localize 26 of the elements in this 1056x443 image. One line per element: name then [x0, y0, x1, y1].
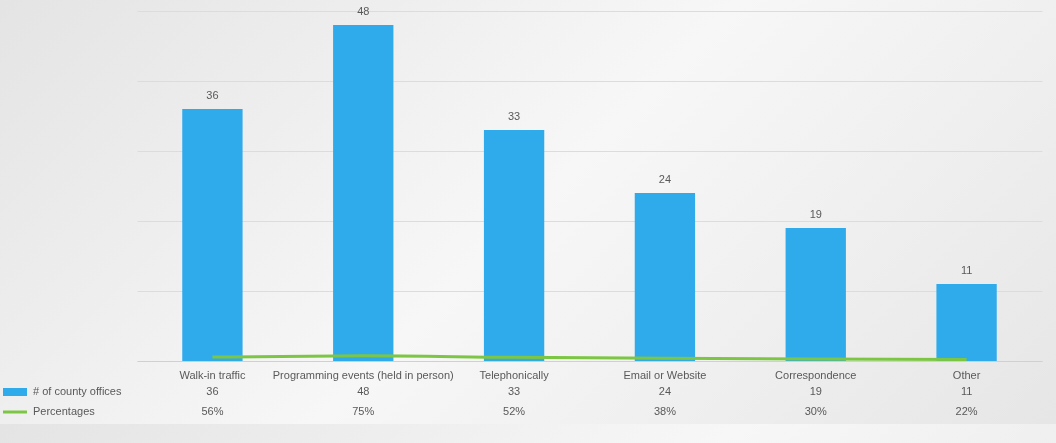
data-label: 22% — [955, 405, 978, 417]
legend-label: # of county offices — [33, 385, 122, 397]
text: 48 — [357, 5, 370, 17]
data-label: 30% — [804, 405, 827, 417]
data-label: 56% — [201, 405, 224, 417]
text: 33 — [507, 110, 521, 122]
data-label: 48 — [357, 385, 370, 397]
data-label: 33 — [507, 385, 521, 397]
data-label: 11 — [960, 385, 973, 397]
x-tick-label: Correspondence — [775, 368, 857, 381]
x-tick-label: Email or Website — [623, 368, 707, 381]
data-label: 75% — [352, 405, 375, 417]
data-label: 52% — [503, 405, 526, 417]
text: 19 — [809, 208, 822, 220]
data-label: 24 — [658, 385, 672, 397]
x-tick-label: Programming events (held in person) — [272, 368, 454, 381]
x-tick-label: Walk-in traffic — [179, 368, 246, 381]
data-label: 36 — [206, 385, 219, 397]
legend-label: Percentages — [33, 405, 96, 417]
text: 36 — [206, 89, 219, 101]
text: 24 — [658, 173, 672, 185]
data-label: 19 — [809, 385, 822, 397]
data-label: 38% — [653, 405, 677, 417]
text: 11 — [960, 264, 973, 276]
x-tick-label: Other — [952, 368, 981, 381]
x-tick-label: Telephonically — [479, 368, 550, 381]
